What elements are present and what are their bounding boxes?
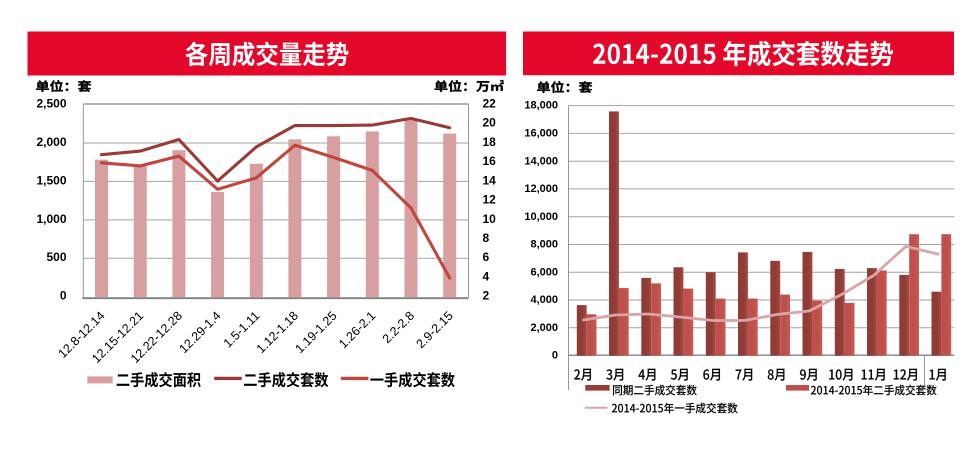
svg-text:2,000: 2,000 (530, 322, 558, 334)
svg-text:16: 16 (483, 154, 497, 168)
svg-text:12,000: 12,000 (524, 183, 558, 195)
svg-text:14: 14 (483, 173, 497, 187)
svg-text:4,000: 4,000 (530, 294, 558, 306)
svg-text:18: 18 (483, 135, 497, 149)
svg-text:10: 10 (483, 212, 497, 226)
svg-text:22: 22 (483, 96, 497, 110)
svg-text:14,000: 14,000 (524, 155, 558, 167)
svg-text:2: 2 (483, 289, 490, 303)
svg-text:18,000: 18,000 (524, 100, 558, 112)
svg-text:20: 20 (483, 116, 497, 130)
svg-text:2,500: 2,500 (36, 96, 66, 110)
svg-text:8,000: 8,000 (530, 239, 558, 251)
svg-text:4: 4 (483, 270, 490, 284)
svg-text:16,000: 16,000 (524, 128, 558, 140)
svg-text:1,500: 1,500 (36, 173, 66, 187)
svg-text:0: 0 (60, 289, 67, 303)
svg-text:2,000: 2,000 (36, 135, 66, 149)
svg-text:0: 0 (552, 350, 558, 362)
svg-text:12: 12 (483, 193, 497, 207)
svg-text:6,000: 6,000 (530, 266, 558, 278)
svg-text:10,000: 10,000 (524, 211, 558, 223)
svg-text:500: 500 (46, 250, 66, 264)
svg-text:8: 8 (483, 231, 490, 245)
svg-text:1,000: 1,000 (36, 212, 66, 226)
svg-text:6: 6 (483, 250, 490, 264)
